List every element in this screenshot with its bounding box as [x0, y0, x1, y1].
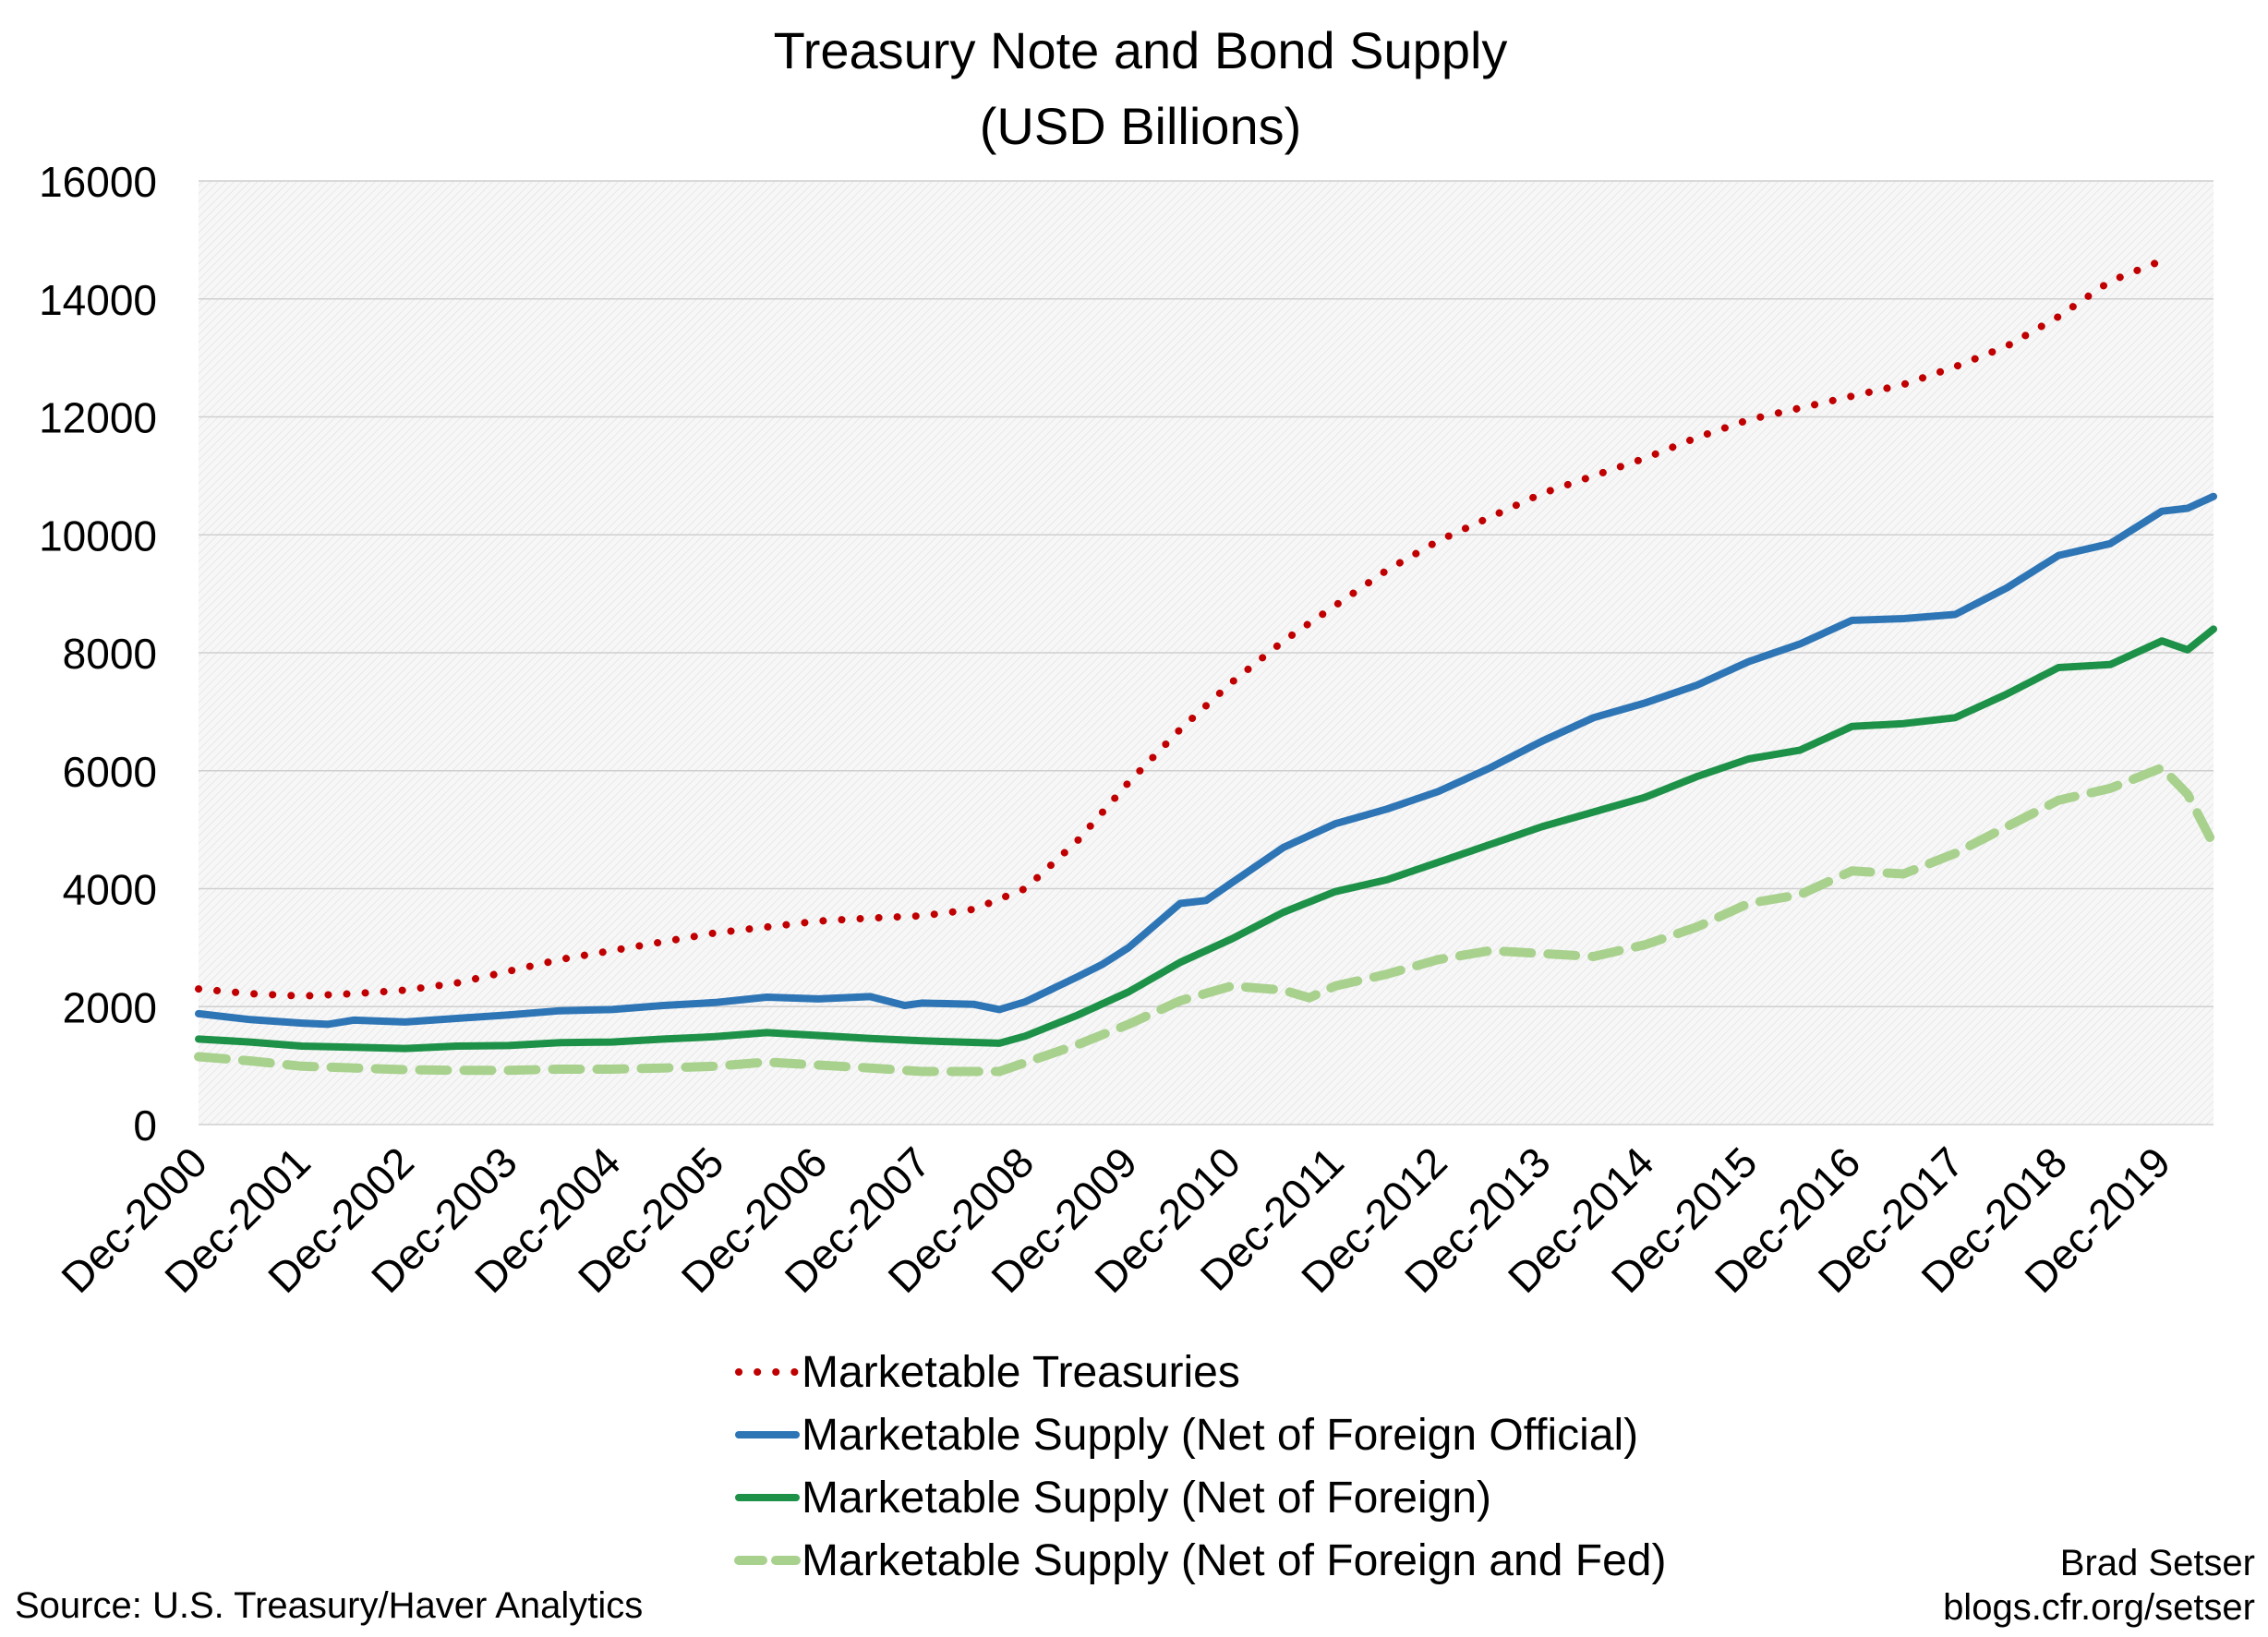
legend: Marketable Treasuries Marketable Supply (…: [739, 1348, 1666, 1585]
y-tick-label: 10000: [39, 512, 157, 560]
y-axis: 0 2000 4000 6000 8000 10000 12000 14000 16000: [39, 158, 157, 1150]
legend-label: Marketable Treasuries: [802, 1348, 1240, 1397]
legend-item: Marketable Treasuries: [739, 1348, 1240, 1397]
y-tick-label: 0: [133, 1101, 157, 1150]
legend-item: Marketable Supply (Net of Foreign): [739, 1474, 1491, 1523]
y-tick-label: 12000: [39, 394, 157, 442]
y-tick-label: 4000: [63, 866, 157, 914]
y-tick-label: 14000: [39, 276, 157, 324]
y-tick-label: 2000: [63, 983, 157, 1031]
author-name: Brad Setser: [2060, 1543, 2255, 1583]
y-tick-label: 8000: [63, 630, 157, 678]
legend-label: Marketable Supply (Net of Foreign): [802, 1474, 1491, 1523]
y-tick-label: 16000: [39, 158, 157, 206]
legend-item: Marketable Supply (Net of Foreign and Fe…: [739, 1536, 1666, 1585]
chart-subtitle: (USD Billions): [980, 97, 1302, 155]
legend-item: Marketable Supply (Net of Foreign Offici…: [739, 1411, 1638, 1460]
y-tick-label: 6000: [63, 748, 157, 796]
chart-title: Treasury Note and Bond Supply: [774, 21, 1508, 79]
legend-label: Marketable Supply (Net of Foreign Offici…: [802, 1411, 1638, 1460]
x-axis: Dec-2000Dec-2001Dec-2002Dec-2003Dec-2004…: [52, 1137, 2179, 1302]
author-website: blogs.cfr.org/setser: [1943, 1587, 2255, 1628]
legend-label: Marketable Supply (Net of Foreign and Fe…: [802, 1536, 1666, 1585]
source-note: Source: U.S. Treasury/Haver Analytics: [15, 1585, 643, 1626]
